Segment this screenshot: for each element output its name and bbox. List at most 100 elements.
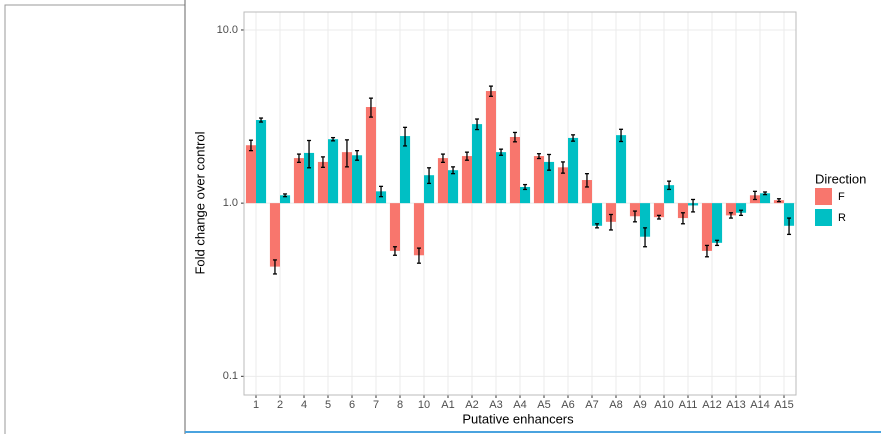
bar: [712, 203, 723, 243]
error-bar: [296, 153, 301, 164]
plot-border: [243, 11, 797, 396]
x-tick-label: A3: [489, 399, 502, 411]
bar: [544, 161, 555, 204]
x-tick-label: A15: [774, 399, 794, 411]
y-tick-label: 1.0: [223, 197, 238, 209]
x-tick-label: A5: [537, 399, 550, 411]
error-bar: [656, 214, 661, 220]
x-tick-label: 10: [418, 399, 430, 411]
bar: [400, 136, 411, 204]
x-tick-label: A14: [750, 399, 770, 411]
error-bar: [632, 210, 637, 223]
bar: [485, 91, 496, 204]
error-bar: [344, 139, 349, 168]
error-bar: [584, 173, 589, 188]
error-bar: [619, 128, 624, 143]
error-bar: [475, 118, 480, 131]
error-bar: [547, 153, 552, 171]
error-bar: [368, 97, 373, 118]
bar: [760, 193, 771, 204]
x-tick-label: 7: [373, 399, 379, 411]
bar: [664, 185, 675, 204]
x-tick-label: A13: [726, 399, 746, 411]
bar: [341, 152, 352, 204]
error-bar: [320, 156, 325, 168]
x-tick-label: 4: [301, 399, 307, 411]
x-tick-label: 2: [277, 399, 283, 411]
x-tick-label: A9: [633, 399, 646, 411]
bar: [616, 135, 627, 204]
legend-label: R: [838, 212, 846, 224]
bar: [557, 167, 568, 204]
error-bar: [667, 180, 672, 191]
error-bar: [571, 134, 576, 142]
error-bar: [715, 239, 720, 247]
error-bar: [787, 217, 792, 236]
x-axis-title: Putative enhancers: [462, 411, 574, 426]
x-tick-label: 8: [397, 399, 403, 411]
error-bar: [536, 153, 541, 160]
bar: [701, 203, 712, 251]
error-bar: [248, 139, 253, 152]
error-bar: [512, 131, 517, 143]
side-panel: [4, 4, 186, 434]
bar: [437, 158, 448, 204]
bar: [413, 203, 424, 256]
error-bar: [739, 209, 744, 217]
x-tick-label: A6: [561, 399, 574, 411]
bar: [653, 203, 664, 218]
y-tick-label: 10.0: [217, 24, 238, 36]
bar: [520, 186, 531, 204]
bar: [736, 203, 747, 213]
error-bar: [691, 198, 696, 213]
x-tick-label: 6: [349, 399, 355, 411]
bar: [640, 203, 651, 237]
x-tick-label: A10: [654, 399, 674, 411]
bar: [677, 203, 688, 219]
error-bar: [488, 85, 493, 97]
error-bar: [355, 149, 360, 161]
x-tick-label: 1: [253, 399, 259, 411]
x-tick-label: A12: [702, 399, 722, 411]
bar: [725, 203, 736, 216]
legend-label: F: [838, 191, 845, 203]
error-bar: [763, 191, 768, 196]
bar: [629, 203, 640, 217]
bar: [317, 161, 328, 204]
bar: [424, 175, 435, 204]
error-bar: [595, 223, 600, 229]
x-tick-label: 5: [325, 399, 331, 411]
bar: [293, 158, 304, 204]
error-bar: [379, 185, 384, 198]
error-bar: [643, 227, 648, 248]
bar: [581, 180, 592, 204]
error-bar: [440, 153, 445, 164]
error-bar: [728, 212, 733, 219]
error-bar: [608, 213, 613, 231]
error-bar: [499, 148, 504, 156]
error-bar: [331, 136, 336, 142]
error-bar: [680, 212, 685, 225]
legend-title: Direction: [815, 171, 866, 186]
bar: [280, 195, 291, 204]
legend-key: [815, 188, 832, 205]
error-bar: [752, 190, 757, 201]
bar: [365, 107, 376, 204]
bar: [496, 152, 507, 204]
x-tick-label: A8: [609, 399, 622, 411]
error-bar: [704, 244, 709, 258]
legend-key: [815, 209, 832, 226]
bar: [784, 203, 795, 226]
error-bar: [451, 166, 456, 175]
bar: [472, 124, 483, 204]
error-bar: [776, 198, 781, 203]
bar: [245, 145, 256, 204]
bar: [461, 156, 472, 204]
error-bar: [259, 117, 264, 123]
error-bar: [464, 151, 469, 161]
error-bar: [403, 126, 408, 147]
error-bar: [523, 183, 528, 191]
x-tick-label: A2: [465, 399, 478, 411]
error-bar: [272, 259, 277, 275]
